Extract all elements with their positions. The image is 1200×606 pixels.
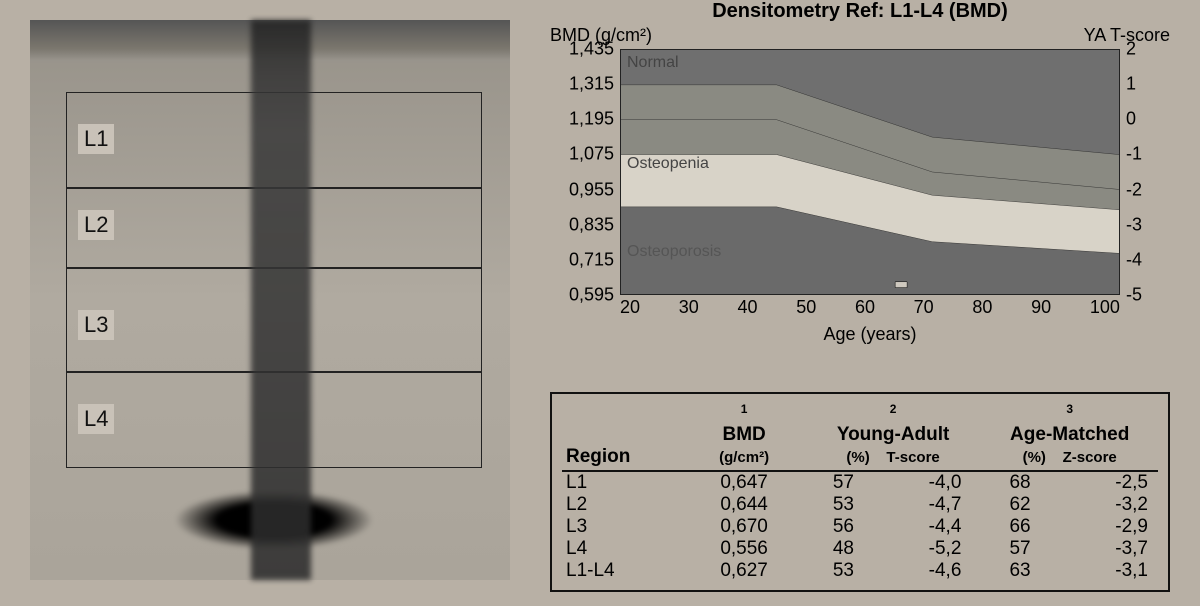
cell-ya-pct: 57 [805, 471, 882, 494]
cell-bmd: 0,647 [683, 471, 804, 494]
x-tick: 100 [1090, 297, 1120, 319]
y-left-tick: 1,315 [569, 74, 614, 95]
cell-tscore: -5,2 [882, 538, 981, 560]
y-right-tick: -4 [1126, 249, 1142, 270]
y-left-tick: 0,955 [569, 179, 614, 200]
y-right-tick: -2 [1126, 179, 1142, 200]
cell-ya-pct: 53 [805, 494, 882, 516]
spine-scan-image: L1 L2 L3 L4 [30, 20, 510, 580]
th-young-adult: Young-Adult [837, 424, 950, 445]
table-row: L30,67056-4,466-2,9 [562, 516, 1158, 538]
zone-label-osteopenia: Osteopenia [627, 155, 709, 173]
y-right-tick: 2 [1126, 39, 1136, 60]
chart-title: Densitometry Ref: L1-L4 (BMD) [550, 0, 1170, 23]
cell-ya-pct: 56 [805, 516, 882, 538]
y-right-tick: 0 [1126, 109, 1136, 130]
vertebra-label-l4: L4 [78, 404, 114, 434]
cell-tscore: -4,4 [882, 516, 981, 538]
cell-bmd: 0,644 [683, 494, 804, 516]
th-age-matched: Age-Matched [1010, 424, 1129, 445]
x-tick: 80 [972, 297, 992, 319]
zone-label-osteoporosis: Osteoporosis [627, 243, 721, 261]
cell-am-pct: 66 [981, 516, 1058, 538]
y-left-tick: 0,835 [569, 214, 614, 235]
x-tick: 60 [855, 297, 875, 319]
vertebra-label-l1: L1 [78, 124, 114, 154]
table-row: L20,64453-4,762-3,2 [562, 494, 1158, 516]
cell-zscore: -3,2 [1059, 494, 1158, 516]
y-right-tick: -3 [1126, 214, 1142, 235]
zone-label-normal: Normal [627, 54, 679, 72]
cell-am-pct: 68 [981, 471, 1058, 494]
table-row: L10,64757-4,068-2,5 [562, 471, 1158, 494]
cell-tscore: -4,7 [882, 494, 981, 516]
cell-region: L4 [562, 538, 683, 560]
x-tick: 90 [1031, 297, 1051, 319]
cell-ya-pct: 48 [805, 538, 882, 560]
cell-am-pct: 57 [981, 538, 1058, 560]
y-right-tick: 1 [1126, 74, 1136, 95]
vertebra-box-l2 [66, 188, 482, 268]
table-row: L1-L40,62753-4,663-3,1 [562, 560, 1158, 582]
y-left-tick: 1,075 [569, 144, 614, 165]
table-row: L40,55648-5,257-3,7 [562, 538, 1158, 560]
x-axis-ticks: 20 30 40 50 60 70 80 90 100 [620, 297, 1120, 319]
patient-marker [895, 282, 907, 288]
x-tick: 50 [796, 297, 816, 319]
cell-ya-pct: 53 [805, 560, 882, 582]
x-tick: 30 [679, 297, 699, 319]
cell-am-pct: 62 [981, 494, 1058, 516]
vertebra-box-l3 [66, 268, 482, 372]
cell-bmd: 0,627 [683, 560, 804, 582]
cell-region: L1 [562, 471, 683, 494]
cell-tscore: -4,6 [882, 560, 981, 582]
chart-plot-area: Normal Osteopenia Osteoporosis [620, 49, 1120, 295]
y-right-ticks: 210-1-2-3-4-5 [1120, 49, 1170, 295]
x-tick: 70 [914, 297, 934, 319]
cell-zscore: -3,1 [1059, 560, 1158, 582]
y-left-ticks: 1,4351,3151,1951,0750,9550,8350,7150,595 [550, 49, 620, 295]
vertebra-label-l3: L3 [78, 310, 114, 340]
th-bmd: BMD [722, 424, 765, 445]
results-table: Region 1BMD(g/cm²) 2Young-Adult(%) T-sco… [550, 392, 1170, 592]
vertebra-box-l1 [66, 92, 482, 188]
y-left-tick: 0,715 [569, 249, 614, 270]
x-tick: 20 [620, 297, 640, 319]
y-left-tick: 1,435 [569, 39, 614, 60]
th-region: Region [562, 400, 683, 471]
cell-bmd: 0,670 [683, 516, 804, 538]
cell-region: L2 [562, 494, 683, 516]
cell-zscore: -2,5 [1059, 471, 1158, 494]
y-right-tick: -5 [1126, 285, 1142, 306]
y-left-tick: 1,195 [569, 109, 614, 130]
cell-am-pct: 63 [981, 560, 1058, 582]
cell-zscore: -3,7 [1059, 538, 1158, 560]
vertebra-label-l2: L2 [78, 210, 114, 240]
cell-tscore: -4,0 [882, 471, 981, 494]
cell-region: L1-L4 [562, 560, 683, 582]
reference-chart: BMD (g/cm²) YA T-score 1,4351,3151,1951,… [550, 25, 1170, 325]
x-tick: 40 [737, 297, 757, 319]
cell-zscore: -2,9 [1059, 516, 1158, 538]
y-right-tick: -1 [1126, 144, 1142, 165]
cell-region: L3 [562, 516, 683, 538]
vertebra-box-l4 [66, 372, 482, 468]
x-axis-label: Age (years) [620, 324, 1120, 345]
cell-bmd: 0,556 [683, 538, 804, 560]
y-left-tick: 0,595 [569, 285, 614, 306]
